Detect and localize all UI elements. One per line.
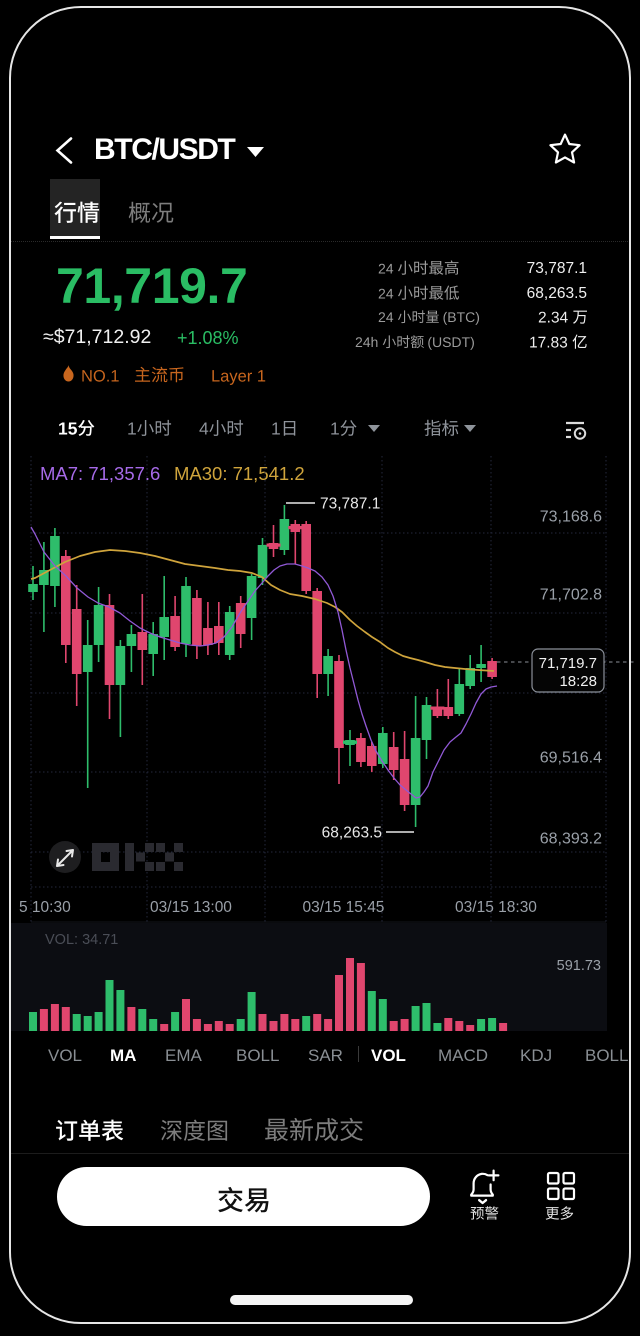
svg-text:03/15 15:45: 03/15 15:45 [303,899,385,916]
svg-text:69,516.4: 69,516.4 [540,750,602,767]
svg-text:71,702.8: 71,702.8 [540,587,602,604]
svg-text:71,719.7: 71,719.7 [539,655,597,672]
svg-text:VOL: 34.71: VOL: 34.71 [45,932,118,948]
svg-text:18:28: 18:28 [559,673,597,690]
svg-text:73,787.1: 73,787.1 [320,496,380,513]
svg-text:03/15 13:00: 03/15 13:00 [150,899,232,916]
svg-text:68,263.5: 68,263.5 [322,825,382,842]
svg-text:73,168.6: 73,168.6 [540,509,602,526]
svg-text:5 10:30: 5 10:30 [19,899,71,916]
svg-text:68,393.2: 68,393.2 [540,831,602,848]
svg-text:591.73: 591.73 [557,958,601,974]
svg-text:03/15 18:30: 03/15 18:30 [455,899,537,916]
